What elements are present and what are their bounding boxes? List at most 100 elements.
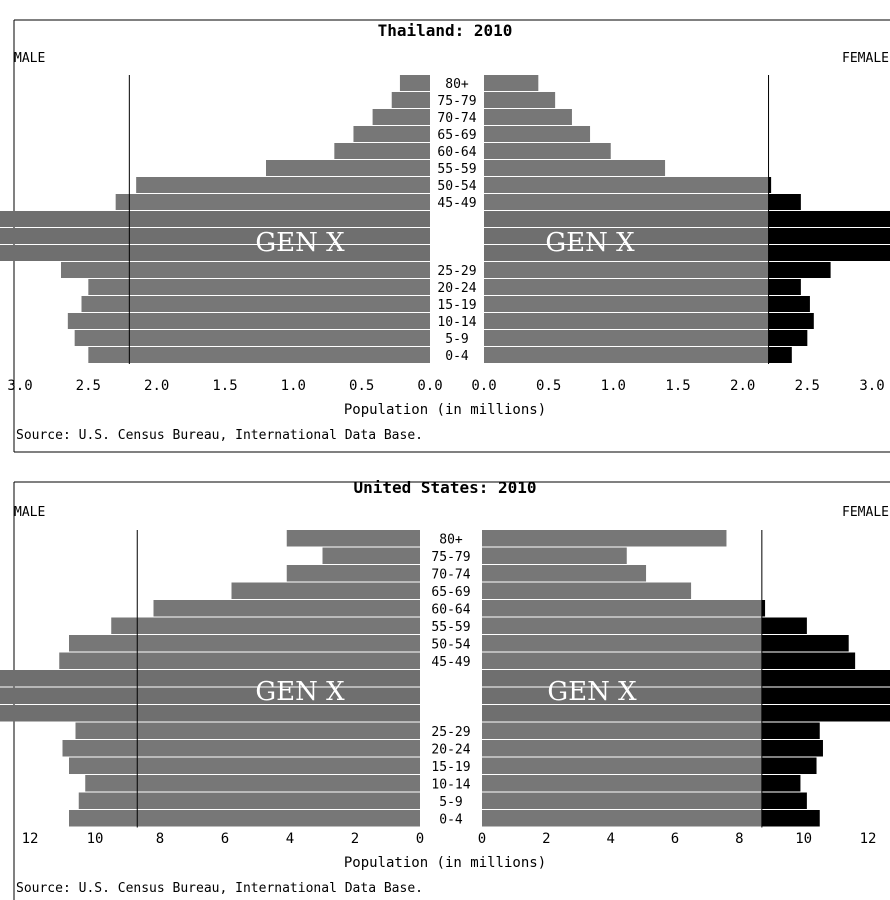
us-bar-female-excess [761, 792, 807, 809]
us-bar-female [482, 722, 762, 739]
thailand-male-label: MALE [14, 51, 45, 66]
us-tick-label-right: 10 [795, 831, 812, 847]
us-bar-female-excess [761, 810, 820, 827]
thailand-tick-label-left: 2.0 [144, 378, 169, 394]
thailand-genx-label-male: GEN X [255, 228, 345, 258]
us-bar-female-excess [761, 722, 820, 739]
thailand-bar-female [484, 160, 666, 176]
thailand-bar-female [484, 313, 769, 329]
us-male-label: MALE [14, 505, 45, 520]
us-tick-label-left: 8 [156, 831, 164, 847]
thailand-tick-label-right: 2.5 [795, 378, 820, 394]
thailand-bar-female [484, 143, 611, 159]
us-bar-female-excess [761, 757, 817, 774]
us-bar-female-excess [761, 740, 823, 757]
us-age-label: 80+ [439, 533, 463, 548]
thailand-bar-female [484, 109, 572, 125]
thailand-tick-label-left: 0.0 [417, 378, 442, 394]
us-bar-female [482, 582, 692, 599]
us-bar-male [78, 792, 420, 809]
thailand-bar-female [484, 228, 769, 244]
thailand-bar-female [484, 296, 769, 312]
thailand-bar-male [88, 279, 430, 295]
us-bar-female [482, 775, 762, 792]
us-tick-label-left: 12 [22, 831, 39, 847]
thailand-title: Thailand: 2010 [378, 21, 513, 40]
us-bar-male [85, 775, 420, 792]
thailand-bar-female-excess [768, 330, 808, 346]
thailand-source: Source: U.S. Census Bureau, Internationa… [16, 428, 423, 443]
thailand-bar-male [0, 211, 430, 227]
thailand-bar-male [399, 75, 430, 91]
thailand-bar-female [484, 347, 769, 363]
thailand-bar-female-excess [768, 245, 890, 261]
us-bar-female-excess [761, 652, 856, 669]
thailand-bar-female-excess [768, 177, 772, 193]
us-tick-label-left: 4 [286, 831, 294, 847]
thailand-bar-female-excess [768, 347, 792, 363]
thailand-bar-female-excess [768, 211, 890, 227]
us-bar-male [69, 757, 420, 774]
us-age-label: 10-14 [431, 778, 470, 793]
us-bar-male [0, 687, 420, 704]
thailand-tick-label-right: 1.0 [601, 378, 626, 394]
thailand-bar-female [484, 75, 539, 91]
thailand-age-label: 45-49 [437, 196, 476, 211]
thailand-age-label: 15-19 [437, 298, 476, 313]
thailand-bar-male [74, 330, 431, 346]
us-bar-female [482, 617, 762, 634]
us-bar-male [62, 740, 420, 757]
us-age-label: 45-49 [431, 655, 470, 670]
us-bar-male [286, 530, 420, 547]
thailand-tick-label-left: 1.0 [281, 378, 306, 394]
us-bar-female [482, 757, 762, 774]
us-bar-male [0, 705, 420, 722]
thailand-tick-label-right: 3.0 [859, 378, 884, 394]
thailand-tick-label-left: 3.0 [7, 378, 32, 394]
us-tick-label-left: 10 [87, 831, 104, 847]
thailand-genx-label-female: GEN X [545, 228, 635, 258]
us-bar-female-excess [761, 617, 807, 634]
us-tick-label-right: 2 [542, 831, 550, 847]
us-bar-male [231, 582, 420, 599]
thailand-tick-label-right: 2.0 [730, 378, 755, 394]
us-bar-female [482, 635, 762, 652]
thailand-bar-female-excess [768, 296, 810, 312]
us-tick-label-right: 4 [606, 831, 614, 847]
us-age-label: 25-29 [431, 725, 470, 740]
us-bar-female [482, 810, 762, 827]
thailand-bar-male [334, 143, 430, 159]
thailand-age-label: 10-14 [437, 315, 476, 330]
us-age-label: 15-19 [431, 760, 470, 775]
thailand-bar-female [484, 92, 556, 108]
thailand-tick-label-left: 0.5 [349, 378, 374, 394]
us-bar-female [482, 705, 762, 722]
thailand-bar-female [484, 279, 769, 295]
us-age-label: 20-24 [431, 743, 470, 758]
us-tick-label-left: 0 [416, 831, 424, 847]
us-tick-label-right: 0 [478, 831, 486, 847]
thailand-bar-female [484, 330, 769, 346]
us-bar-female-excess [761, 670, 890, 687]
us-bar-male [69, 810, 420, 827]
us-tick-label-right: 6 [671, 831, 679, 847]
us-age-label: 60-64 [431, 603, 470, 618]
thailand-bar-female-excess [768, 228, 890, 244]
us-bar-male [286, 565, 420, 582]
us-source: Source: U.S. Census Bureau, Internationa… [16, 881, 423, 896]
us-bar-female [482, 600, 762, 617]
thailand-bar-male [61, 262, 430, 278]
us-genx-label-male: GEN X [255, 677, 345, 707]
us-bar-female [482, 670, 762, 687]
thailand-xlabel: Population (in millions) [344, 402, 546, 418]
us-genx-label-female: GEN X [547, 677, 637, 707]
thailand-bar-male [88, 347, 430, 363]
us-bar-female [482, 565, 647, 582]
us-bar-female-excess [761, 775, 801, 792]
us-bar-female [482, 687, 762, 704]
us-tick-label-left: 6 [221, 831, 229, 847]
thailand-bar-male [353, 126, 430, 142]
thailand-age-label: 60-64 [437, 145, 476, 160]
us-age-label: 0-4 [439, 813, 463, 828]
